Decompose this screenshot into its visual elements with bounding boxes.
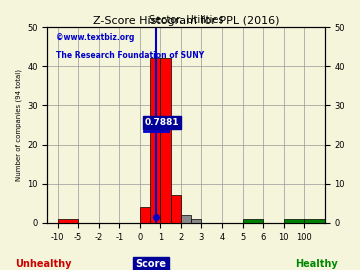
Bar — [243, 219, 263, 223]
Bar — [171, 195, 181, 223]
Bar — [160, 59, 171, 223]
Bar — [284, 219, 304, 223]
Text: Healthy: Healthy — [296, 259, 338, 269]
Bar — [140, 207, 150, 223]
Bar — [191, 219, 202, 223]
Bar — [304, 219, 325, 223]
Text: Unhealthy: Unhealthy — [15, 259, 71, 269]
Text: Score: Score — [136, 259, 167, 269]
Text: ©www.textbiz.org: ©www.textbiz.org — [56, 33, 134, 42]
Y-axis label: Number of companies (94 total): Number of companies (94 total) — [15, 69, 22, 181]
Text: Sector: Utilities: Sector: Utilities — [149, 15, 223, 25]
Bar — [150, 59, 160, 223]
Title: Z-Score Histogram for PPL (2016): Z-Score Histogram for PPL (2016) — [93, 16, 279, 26]
Bar — [181, 215, 191, 223]
Text: 0.7881: 0.7881 — [145, 118, 179, 127]
Text: The Research Foundation of SUNY: The Research Foundation of SUNY — [56, 51, 204, 60]
Bar — [58, 219, 78, 223]
